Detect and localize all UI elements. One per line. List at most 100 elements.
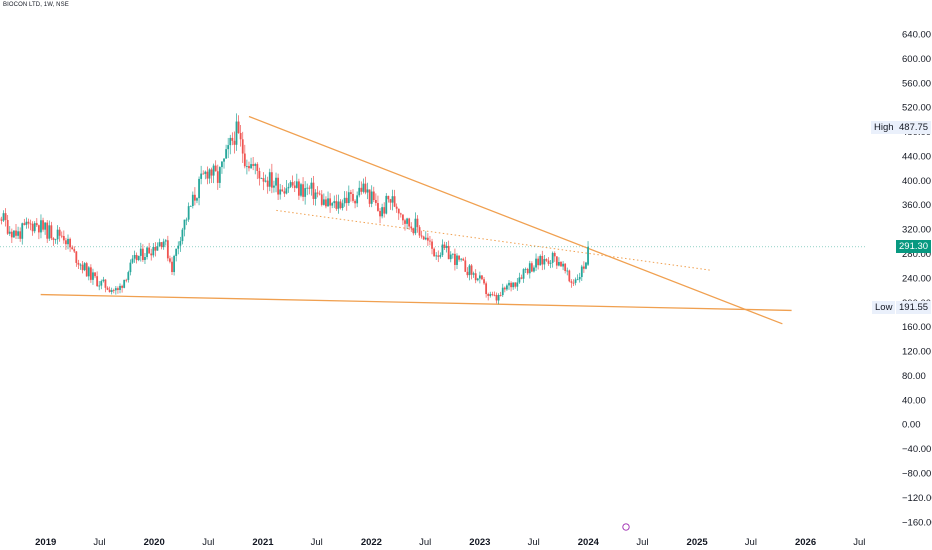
candle-body — [524, 268, 527, 270]
candle-up — [327, 191, 329, 207]
candle-down — [470, 263, 473, 280]
candle-body — [389, 199, 392, 203]
candle-body — [102, 279, 105, 282]
candle-body — [322, 199, 325, 205]
candle-up — [102, 276, 105, 283]
candle-down — [454, 248, 456, 271]
high-value: 487.75 — [899, 121, 929, 133]
candle-down — [75, 251, 78, 267]
candle-body — [530, 263, 533, 272]
candle-body — [243, 153, 246, 167]
candle-body — [187, 206, 190, 220]
candle-body — [474, 273, 477, 281]
trendline-lower[interactable] — [40, 293, 792, 312]
low-value-badge: 191.55 — [896, 301, 932, 315]
trendline-middle[interactable] — [276, 209, 711, 271]
candle-down — [443, 241, 446, 250]
candle-up — [98, 281, 101, 291]
candle-up — [179, 236, 182, 252]
candle-down — [537, 256, 540, 270]
candle-body — [100, 281, 103, 286]
candle-body — [65, 240, 67, 245]
candle-body — [262, 178, 265, 182]
candle-down — [206, 166, 209, 185]
candle-down — [252, 156, 255, 171]
candle-body — [537, 258, 540, 266]
x-tick-label: Jul — [528, 537, 540, 548]
candle-body — [204, 171, 207, 174]
x-tick-label: Jul — [419, 537, 431, 548]
y-tick-label: −40.00 — [902, 444, 931, 455]
candle-body — [420, 235, 423, 237]
candle-body — [433, 248, 436, 257]
candle-up — [287, 183, 290, 193]
trendlines[interactable] — [40, 115, 792, 325]
candle-down — [433, 247, 436, 257]
candle-up — [543, 254, 546, 270]
candle-body — [154, 246, 157, 251]
candle-body — [481, 275, 483, 280]
candle-down — [154, 242, 157, 257]
candle-body — [229, 137, 232, 146]
candle-body — [198, 178, 200, 199]
candle-body — [516, 282, 519, 287]
candle-up — [451, 253, 454, 259]
price-axis[interactable]: 640.00600.00560.00520.00480.00440.00400.… — [902, 29, 932, 528]
candle-body — [141, 248, 144, 260]
candle-body — [193, 194, 196, 201]
candle-up — [289, 180, 292, 189]
candle-down — [437, 250, 440, 263]
candle-down — [117, 286, 119, 294]
candle-up — [424, 231, 427, 241]
high-value-badge: 487.75 — [896, 120, 932, 134]
candle-body — [476, 278, 479, 281]
candle-up — [200, 165, 203, 185]
candle-up — [347, 185, 350, 206]
candle-body — [578, 277, 581, 280]
candle-down — [308, 185, 311, 195]
candle-down — [431, 238, 433, 255]
candle-up — [585, 261, 587, 270]
candle-body — [462, 258, 465, 261]
y-tick-label: 520.00 — [902, 103, 931, 114]
candle-body — [368, 189, 371, 204]
dividend-event-icon[interactable] — [622, 523, 630, 531]
candle-body — [69, 238, 71, 248]
candle-body — [399, 213, 402, 215]
candle-up — [162, 238, 165, 250]
candle-body — [221, 161, 223, 168]
candle-up — [260, 177, 263, 179]
candle-up — [314, 189, 317, 206]
candle-body — [110, 290, 113, 293]
candle-body — [514, 282, 517, 287]
trendline-upper[interactable] — [248, 115, 783, 325]
y-tick-label: 120.00 — [902, 347, 931, 358]
candle-down — [352, 189, 354, 203]
candle-body — [129, 262, 132, 273]
candle-body — [283, 191, 286, 194]
candle-up — [285, 180, 288, 195]
candle-body — [354, 200, 356, 204]
candle-down — [27, 218, 30, 229]
time-axis[interactable]: Jul 2019 Jul 2020 Jul 2021 Jul 2022 Jul 2023 Jul 20… — [0, 537, 865, 548]
candle-body — [560, 262, 562, 267]
candle-body — [33, 223, 36, 232]
candle-up — [539, 254, 542, 266]
candle-body — [310, 182, 313, 189]
candle-body — [227, 145, 230, 150]
candle-down — [420, 230, 423, 239]
candle-body — [370, 191, 373, 204]
candle-body — [31, 223, 34, 232]
candle-body — [518, 277, 521, 283]
event-marker[interactable] — [622, 523, 630, 531]
candle-body — [131, 258, 134, 263]
candle-down — [491, 291, 494, 297]
candle-down — [368, 189, 371, 208]
y-tick-label: 0.00 — [902, 420, 921, 431]
x-tick-label: Jul — [93, 537, 105, 548]
candle-down — [487, 292, 490, 301]
candle-body — [418, 227, 421, 236]
candle-down — [169, 255, 171, 264]
